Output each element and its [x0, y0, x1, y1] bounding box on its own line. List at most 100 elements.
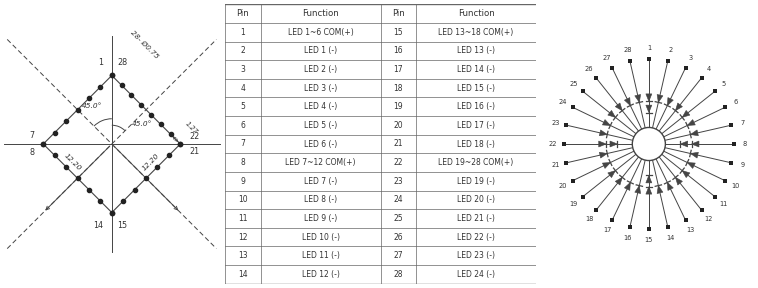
- Text: 16: 16: [623, 234, 631, 240]
- Text: 6: 6: [240, 121, 246, 130]
- Text: 20: 20: [393, 121, 403, 130]
- Polygon shape: [608, 110, 615, 118]
- Text: 45.0°: 45.0°: [132, 121, 152, 127]
- Text: 14: 14: [238, 270, 248, 279]
- Text: LED 22 (-): LED 22 (-): [457, 233, 495, 242]
- Text: 3: 3: [240, 65, 246, 74]
- Text: 11: 11: [238, 214, 248, 223]
- Circle shape: [632, 128, 666, 160]
- Polygon shape: [634, 185, 641, 194]
- Text: 15: 15: [117, 221, 127, 230]
- Polygon shape: [646, 187, 652, 194]
- Polygon shape: [682, 170, 690, 178]
- Text: 1: 1: [98, 58, 103, 67]
- Text: 5: 5: [722, 81, 726, 87]
- Text: 19: 19: [570, 201, 578, 207]
- Text: 4: 4: [240, 84, 246, 93]
- Text: 7: 7: [741, 120, 744, 126]
- Text: 24: 24: [393, 195, 403, 204]
- Text: 1.27: 1.27: [184, 121, 199, 135]
- Text: 13: 13: [686, 228, 694, 233]
- Polygon shape: [675, 177, 682, 185]
- Text: 26: 26: [393, 233, 403, 242]
- Text: 22: 22: [549, 141, 557, 147]
- Text: LED 17 (-): LED 17 (-): [457, 121, 495, 130]
- Text: 10: 10: [238, 195, 248, 204]
- Polygon shape: [625, 98, 631, 106]
- Text: 22: 22: [189, 132, 199, 141]
- Text: 1: 1: [647, 45, 651, 51]
- Text: LED 5 (-): LED 5 (-): [304, 121, 337, 130]
- Text: LED 9 (-): LED 9 (-): [304, 214, 337, 223]
- Text: 3: 3: [688, 55, 693, 60]
- Polygon shape: [657, 185, 663, 194]
- Text: 17: 17: [603, 228, 612, 233]
- Text: 12: 12: [238, 233, 248, 242]
- Text: LED 2 (-): LED 2 (-): [304, 65, 337, 74]
- Polygon shape: [657, 94, 663, 103]
- Text: LED 13 (-): LED 13 (-): [457, 46, 495, 55]
- Polygon shape: [603, 120, 610, 126]
- Text: LED 10 (-): LED 10 (-): [302, 233, 340, 242]
- Polygon shape: [646, 175, 652, 183]
- Text: 27: 27: [393, 251, 403, 260]
- Text: 28: 28: [623, 48, 631, 54]
- Text: 8: 8: [743, 141, 747, 147]
- Text: 9: 9: [741, 162, 744, 168]
- Polygon shape: [667, 182, 673, 190]
- Polygon shape: [691, 152, 698, 158]
- Text: LED 15 (-): LED 15 (-): [457, 84, 495, 93]
- Polygon shape: [691, 141, 699, 147]
- Text: 25: 25: [393, 214, 403, 223]
- Text: 14: 14: [93, 221, 103, 230]
- Text: LED 4 (-): LED 4 (-): [304, 102, 337, 111]
- Text: LED 14 (-): LED 14 (-): [457, 65, 495, 74]
- Polygon shape: [600, 130, 607, 136]
- Text: Function: Function: [302, 9, 339, 18]
- Text: 6: 6: [733, 99, 738, 105]
- Text: 26: 26: [584, 66, 594, 72]
- Text: 23: 23: [551, 120, 559, 126]
- Polygon shape: [599, 141, 606, 147]
- Text: 28: 28: [117, 58, 127, 67]
- Text: 28- Ø0.75: 28- Ø0.75: [130, 29, 160, 60]
- Text: LED 1 (-): LED 1 (-): [304, 46, 337, 55]
- Text: 18: 18: [393, 84, 403, 93]
- Polygon shape: [603, 162, 610, 168]
- Polygon shape: [675, 103, 682, 111]
- Text: 16: 16: [393, 46, 403, 55]
- Text: 15: 15: [644, 237, 653, 243]
- Text: LED 18 (-): LED 18 (-): [457, 139, 495, 149]
- Text: 12.20: 12.20: [63, 152, 83, 171]
- Polygon shape: [600, 152, 607, 158]
- Text: 7: 7: [30, 131, 35, 140]
- Polygon shape: [646, 94, 652, 101]
- Text: LED 23 (-): LED 23 (-): [457, 251, 495, 260]
- Text: 4: 4: [706, 66, 711, 72]
- Polygon shape: [625, 182, 631, 190]
- Text: LED 13~18 COM(+): LED 13~18 COM(+): [438, 28, 514, 37]
- Text: LED 24 (-): LED 24 (-): [457, 270, 495, 279]
- Text: LED 16 (-): LED 16 (-): [457, 102, 495, 111]
- Text: Function: Function: [458, 9, 494, 18]
- Polygon shape: [634, 94, 641, 103]
- Text: LED 1~6 COM(+): LED 1~6 COM(+): [288, 28, 353, 37]
- Text: 10: 10: [731, 183, 740, 189]
- Text: 27: 27: [603, 55, 612, 60]
- Text: 21: 21: [551, 162, 559, 168]
- Text: 12.20: 12.20: [141, 152, 161, 171]
- Text: LED 7~12 COM(+): LED 7~12 COM(+): [286, 158, 356, 167]
- Text: 8: 8: [30, 148, 35, 157]
- Text: 7: 7: [240, 139, 246, 149]
- Text: 8: 8: [240, 158, 246, 167]
- Text: 24: 24: [558, 99, 567, 105]
- Polygon shape: [667, 98, 673, 106]
- Text: LED 20 (-): LED 20 (-): [457, 195, 495, 204]
- Text: 18: 18: [585, 216, 594, 222]
- Text: 9: 9: [240, 177, 246, 186]
- Text: 17: 17: [393, 65, 403, 74]
- Polygon shape: [682, 110, 690, 118]
- Polygon shape: [680, 141, 688, 147]
- Text: LED 6 (-): LED 6 (-): [304, 139, 337, 149]
- Polygon shape: [646, 105, 652, 113]
